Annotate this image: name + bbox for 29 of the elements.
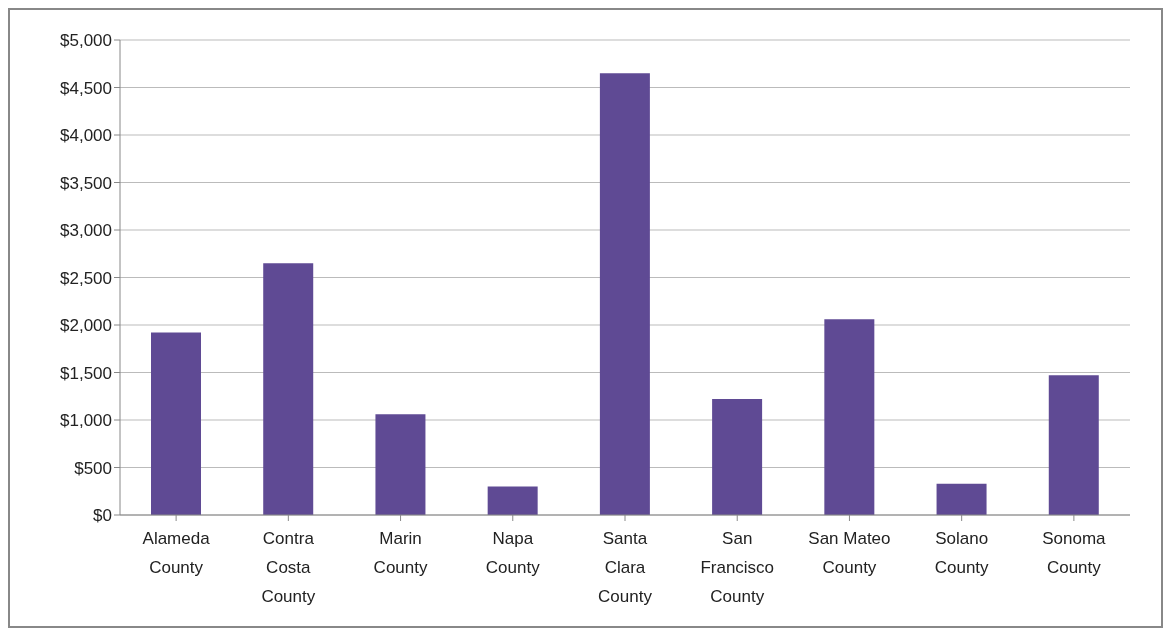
y-tick-label: $4,500 [60,78,112,98]
y-tick-label: $5,000 [60,31,112,51]
bar [375,414,426,515]
x-tick-label: Napa County [485,529,541,578]
bar [487,486,538,515]
x-tick-label: Contra Costa County [261,529,316,607]
y-tick-label: $500 [74,458,112,478]
x-tick-label: Santa Clara County [598,529,653,607]
x-tick-label: Sonoma County [1042,529,1107,578]
y-tick-label: $2,000 [60,316,112,336]
y-tick-label: $1,500 [60,363,112,383]
x-tick-label: San Francisco County [700,529,775,607]
bar [263,263,314,515]
bar [1048,375,1099,515]
y-tick-label: $3,000 [60,221,112,241]
y-tick-label: $0 [93,506,112,526]
x-tick-label: Solano County [934,529,990,578]
bar [599,73,650,515]
bar [936,483,987,515]
x-tick-label: Marin County [373,529,428,578]
y-tick-label: $4,000 [60,126,112,146]
y-tick-label: $2,500 [60,268,112,288]
x-tick-label: Alameda County [142,529,211,578]
x-tick-label: San Mateo County [808,529,891,578]
bar [151,332,201,515]
bar [712,399,763,515]
y-tick-label: $1,000 [60,411,112,431]
y-tick-label: $3,500 [60,173,112,193]
bar [824,319,875,515]
